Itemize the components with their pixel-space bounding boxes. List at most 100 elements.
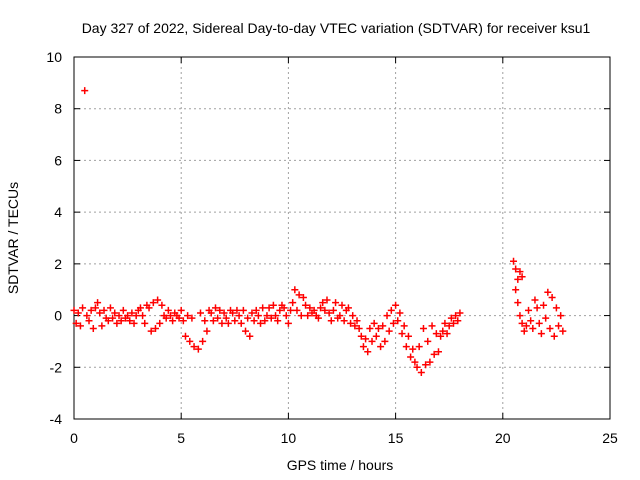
- x-tick-label: 10: [281, 430, 297, 446]
- data-point: [109, 314, 117, 322]
- data-point: [366, 325, 374, 332]
- data-point: [175, 314, 183, 322]
- y-axis-title: SDTVAR / TECUs: [5, 182, 21, 294]
- y-tick-label: 6: [54, 152, 62, 168]
- data-point: [379, 322, 387, 330]
- data-point: [186, 337, 194, 345]
- data-point: [557, 312, 565, 320]
- data-point: [550, 332, 558, 340]
- data-point: [293, 306, 301, 314]
- data-point: [130, 319, 138, 327]
- data-point: [398, 330, 406, 338]
- data-point: [317, 304, 325, 312]
- data-point: [321, 306, 329, 314]
- data-point: [203, 327, 211, 335]
- data-point: [370, 319, 378, 327]
- data-point: [177, 306, 185, 314]
- data-point: [128, 309, 136, 317]
- data-point: [537, 330, 545, 338]
- data-point: [411, 358, 419, 366]
- data-point: [385, 327, 393, 335]
- data-point: [332, 299, 340, 307]
- x-axis-title: GPS time / hours: [287, 457, 394, 473]
- data-point: [265, 304, 273, 312]
- data-point: [218, 319, 226, 327]
- data-point: [83, 312, 91, 320]
- data-point: [518, 319, 526, 327]
- data-point: [91, 304, 99, 312]
- data-point: [329, 306, 337, 314]
- data-point: [529, 325, 537, 332]
- data-point: [514, 299, 522, 307]
- data-point: [540, 301, 548, 309]
- data-point: [449, 319, 457, 327]
- data-point: [518, 273, 526, 281]
- data-point: [158, 301, 166, 309]
- data-point: [284, 319, 292, 327]
- data-point: [257, 319, 265, 327]
- data-point: [164, 306, 172, 314]
- data-point: [98, 322, 106, 330]
- data-point: [149, 299, 157, 307]
- data-point: [407, 353, 415, 361]
- data-point: [325, 309, 333, 317]
- data-point: [117, 317, 125, 325]
- y-axis: -4 -2 0 2 4 6 8 10: [46, 49, 610, 427]
- data-point: [525, 306, 533, 314]
- data-point: [314, 314, 322, 322]
- data-point: [282, 312, 290, 320]
- plot-frame: [73, 56, 611, 420]
- data-point: [512, 286, 520, 294]
- data-point: [96, 309, 104, 317]
- x-tick-label: 25: [602, 430, 618, 446]
- data-point: [434, 348, 442, 356]
- data-point: [190, 343, 198, 351]
- data-point: [417, 368, 425, 376]
- data-point: [302, 301, 310, 309]
- data-point: [441, 319, 449, 327]
- data-point: [353, 317, 361, 325]
- data-point: [512, 265, 520, 273]
- data-point: [426, 358, 434, 366]
- data-point: [233, 306, 241, 314]
- data-point: [516, 312, 524, 320]
- data-point: [319, 299, 327, 307]
- data-point: [70, 306, 78, 314]
- grid: [74, 57, 610, 419]
- data-point: [254, 312, 262, 320]
- data-point: [389, 319, 397, 327]
- data-point: [409, 345, 417, 353]
- data-point: [248, 309, 256, 317]
- data-point: [235, 312, 243, 320]
- data-point: [169, 317, 177, 325]
- data-point: [374, 325, 382, 332]
- data-point: [404, 332, 412, 340]
- data-point: [147, 327, 155, 335]
- data-point: [516, 268, 524, 276]
- data-point: [452, 312, 460, 320]
- data-point: [349, 312, 357, 320]
- data-point: [141, 319, 149, 327]
- data-point: [196, 309, 204, 317]
- x-tick-label: 0: [70, 430, 78, 446]
- data-point: [220, 309, 228, 317]
- data-point: [520, 327, 528, 335]
- data-point: [357, 332, 365, 340]
- data-point: [272, 312, 280, 320]
- data-point: [79, 304, 87, 312]
- data-point: [310, 306, 318, 314]
- data-point: [276, 306, 284, 314]
- chart-title: Day 327 of 2022, Sidereal Day-to-day VTE…: [82, 20, 591, 36]
- data-point: [280, 304, 288, 312]
- x-tick-label: 20: [495, 430, 511, 446]
- data-point: [535, 319, 543, 327]
- data-point: [559, 327, 567, 335]
- data-point: [184, 312, 192, 320]
- data-point: [269, 301, 277, 309]
- y-tick-label: 2: [54, 256, 62, 272]
- data-point: [229, 309, 237, 317]
- data-point: [166, 312, 174, 320]
- data-point: [362, 335, 370, 343]
- data-point: [259, 304, 267, 312]
- data-point: [132, 312, 140, 320]
